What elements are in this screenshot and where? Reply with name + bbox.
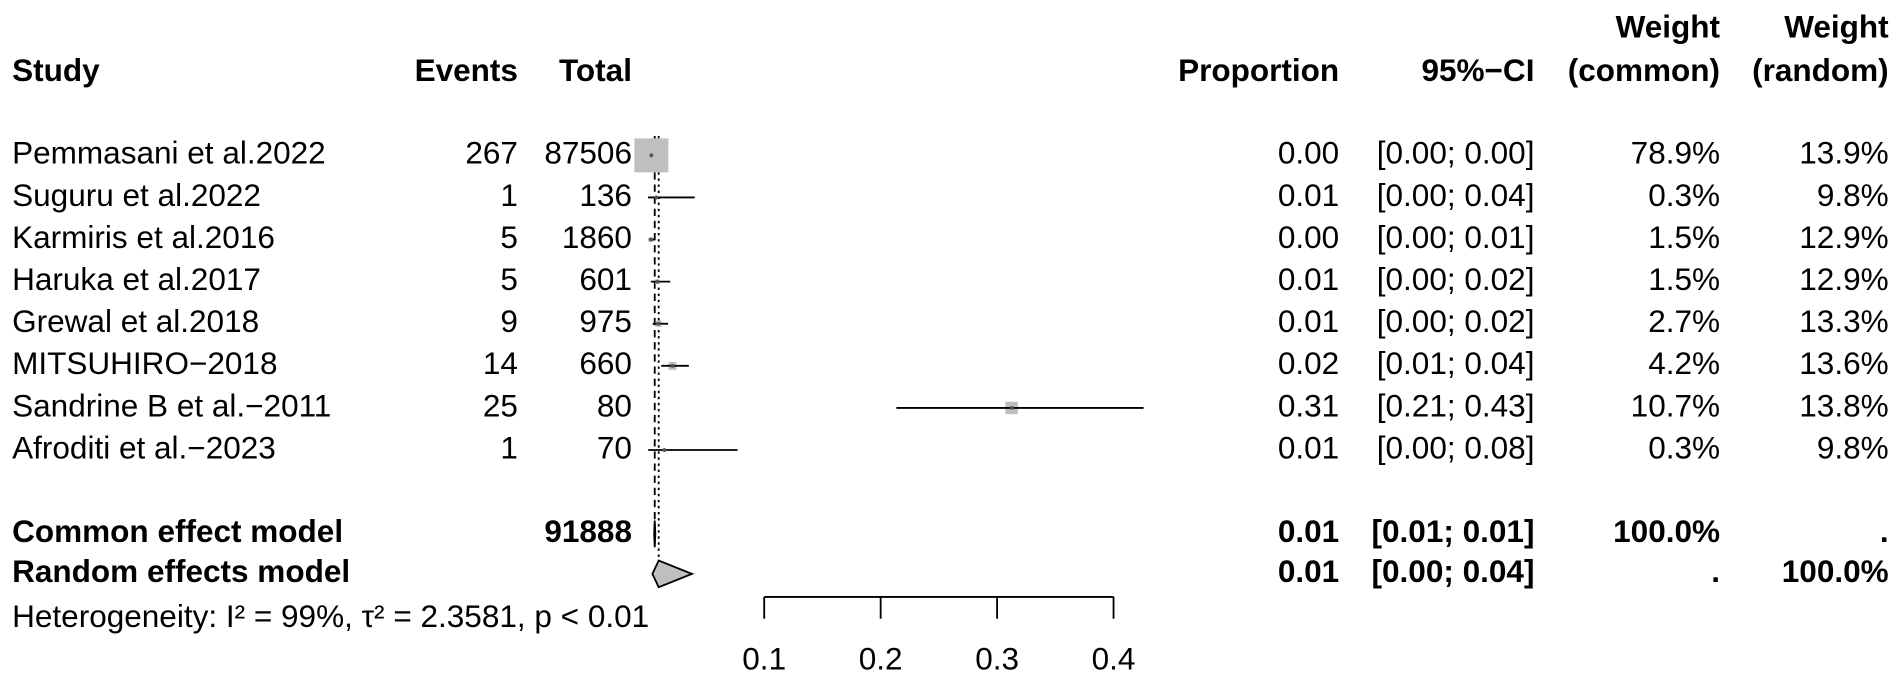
proportion: 0.31 — [1278, 387, 1339, 423]
ci-label: [0.01; 0.04] — [1377, 345, 1535, 381]
study-name: Grewal et al.2018 — [12, 303, 259, 339]
weight-common: 4.2% — [1648, 345, 1720, 381]
ci-label: [0.21; 0.43] — [1377, 387, 1535, 423]
x-tick-label: 0.3 — [975, 641, 1019, 677]
x-tick-label: 0.4 — [1092, 641, 1136, 677]
proportion: 0.00 — [1278, 135, 1339, 171]
proportion: 0.01 — [1278, 429, 1339, 465]
study-name: MITSUHIRO−2018 — [12, 345, 277, 381]
model-weight-random: . — [1880, 513, 1889, 549]
total: 80 — [597, 387, 632, 423]
weight-common: 1.5% — [1648, 261, 1720, 297]
study-name: Karmiris et al.2016 — [12, 219, 275, 255]
events: 14 — [483, 345, 518, 381]
weight-common: 0.3% — [1648, 177, 1720, 213]
header-study: Study — [12, 52, 100, 88]
header-weight-random: (random) — [1752, 52, 1889, 88]
pooled-diamond — [653, 520, 657, 548]
weight-random: 9.8% — [1817, 429, 1889, 465]
heterogeneity: Heterogeneity: I² = 99%, τ² = 2.3581, p … — [12, 598, 649, 634]
point-estimate — [649, 153, 654, 158]
weight-common: 2.7% — [1648, 303, 1720, 339]
proportion: 0.01 — [1278, 177, 1339, 213]
ci-label: [0.00; 0.00] — [1377, 135, 1535, 171]
model-total: 91888 — [544, 513, 632, 549]
weight-common: 0.3% — [1648, 429, 1720, 465]
proportion: 0.02 — [1278, 345, 1339, 381]
model-name: Common effect model — [12, 513, 343, 549]
proportion: 0.00 — [1278, 219, 1339, 255]
events: 1 — [500, 429, 518, 465]
pooled-diamond — [651, 559, 695, 589]
point-estimate — [648, 237, 653, 242]
header-weight-random: Weight — [1784, 9, 1889, 45]
model-weight-common: . — [1711, 553, 1720, 589]
model-proportion: 0.01 — [1278, 513, 1339, 549]
events: 5 — [500, 219, 518, 255]
weight-random: 9.8% — [1817, 177, 1889, 213]
weight-common: 1.5% — [1648, 219, 1720, 255]
point-estimate — [655, 279, 660, 284]
model-ci: [0.01; 0.01] — [1372, 513, 1535, 549]
total: 70 — [597, 429, 632, 465]
point-estimate — [670, 363, 675, 368]
model-weight-random: 100.0% — [1782, 553, 1889, 589]
weight-common: 10.7% — [1631, 387, 1720, 423]
x-tick-label: 0.1 — [742, 641, 786, 677]
weight-random: 12.9% — [1799, 219, 1888, 255]
weight-random: 13.9% — [1799, 135, 1888, 171]
study-name: Pemmasani et al.2022 — [12, 135, 326, 171]
x-tick-label: 0.2 — [859, 641, 903, 677]
total: 1860 — [562, 219, 632, 255]
study-name: Haruka et al.2017 — [12, 261, 261, 297]
total: 87506 — [544, 135, 632, 171]
events: 25 — [483, 387, 518, 423]
study-name: Suguru et al.2022 — [12, 177, 261, 213]
header-events: Events — [415, 52, 518, 88]
weight-random: 13.8% — [1799, 387, 1888, 423]
header-weight-common: (common) — [1568, 52, 1720, 88]
ci-label: [0.00; 0.02] — [1377, 303, 1535, 339]
events: 5 — [500, 261, 518, 297]
weight-random: 13.6% — [1799, 345, 1888, 381]
ci-label: [0.00; 0.01] — [1377, 219, 1535, 255]
header-weight-common: Weight — [1616, 9, 1721, 45]
point-estimate — [1009, 405, 1014, 410]
events: 1 — [500, 177, 518, 213]
weight-common: 78.9% — [1631, 135, 1720, 171]
header-proportion: Proportion — [1178, 52, 1339, 88]
header-total: Total — [559, 52, 632, 88]
model-name: Random effects model — [12, 553, 350, 589]
total: 601 — [579, 261, 632, 297]
proportion: 0.01 — [1278, 303, 1339, 339]
proportion: 0.01 — [1278, 261, 1339, 297]
point-estimate — [656, 321, 661, 326]
events: 267 — [465, 135, 518, 171]
model-ci: [0.00; 0.04] — [1372, 553, 1535, 589]
total: 975 — [579, 303, 632, 339]
model-weight-common: 100.0% — [1613, 513, 1720, 549]
total: 136 — [579, 177, 632, 213]
ci-label: [0.00; 0.02] — [1377, 261, 1535, 297]
weight-random: 12.9% — [1799, 261, 1888, 297]
point-estimate — [662, 448, 667, 452]
model-proportion: 0.01 — [1278, 553, 1339, 589]
study-name: Sandrine B et al.−2011 — [12, 387, 331, 423]
ci-label: [0.00; 0.04] — [1377, 177, 1535, 213]
total: 660 — [579, 345, 632, 381]
ci-label: [0.00; 0.08] — [1377, 429, 1535, 465]
study-name: Afroditi et al.−2023 — [12, 429, 276, 465]
point-estimate — [654, 195, 659, 200]
weight-random: 13.3% — [1799, 303, 1888, 339]
header-ci: 95%−CI — [1421, 52, 1534, 88]
events: 9 — [500, 303, 518, 339]
